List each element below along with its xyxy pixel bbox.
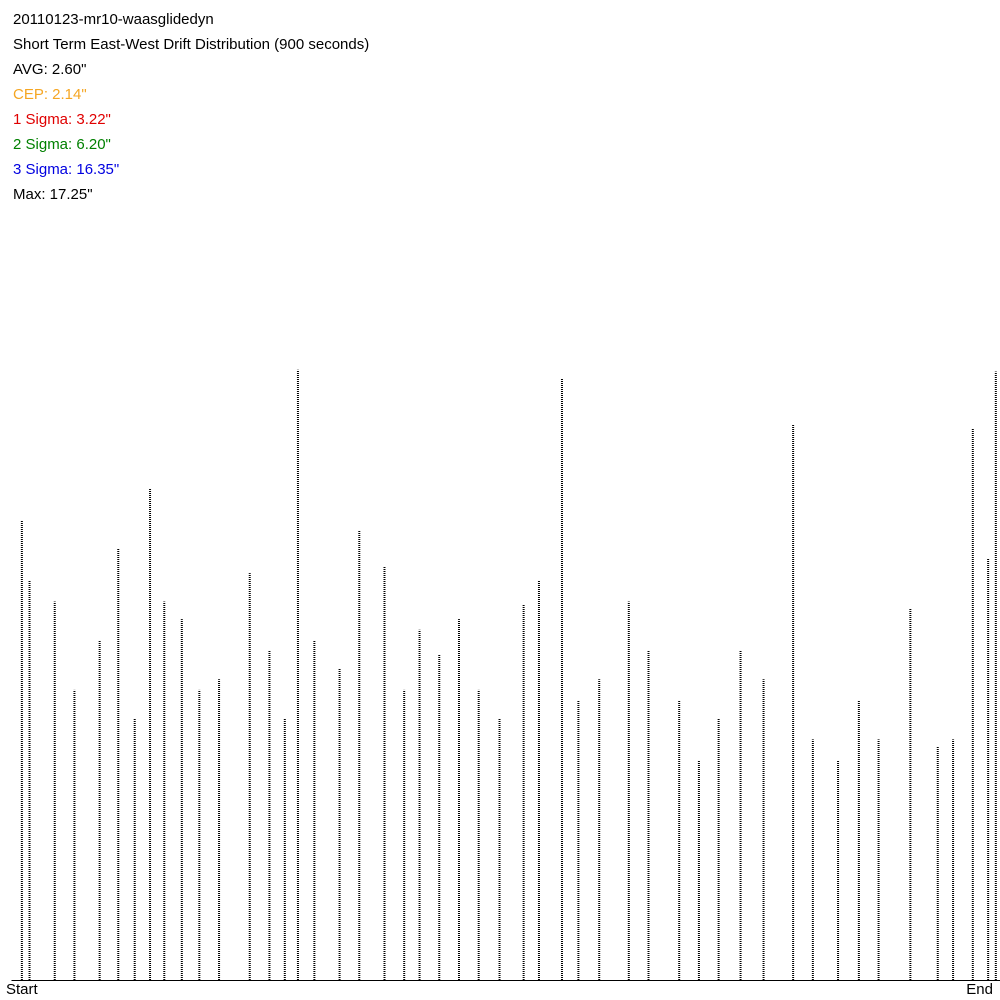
stat-label: AVG: 2.60" [13,61,86,78]
x-tick-label: End [966,981,993,998]
chart-title: 20110123-mr10-waasglidedyn [13,11,214,28]
stat-label: 3 Sigma: 16.35" [13,161,119,178]
stat-label: 2 Sigma: 6.20" [13,136,111,153]
stat-label: 1 Sigma: 3.22" [13,111,111,128]
x-tick-label: Start [6,981,39,998]
stat-label: CEP: 2.14" [13,86,87,103]
stat-label: Max: 17.25" [13,186,93,203]
chart-subtitle: Short Term East-West Drift Distribution … [13,36,369,53]
